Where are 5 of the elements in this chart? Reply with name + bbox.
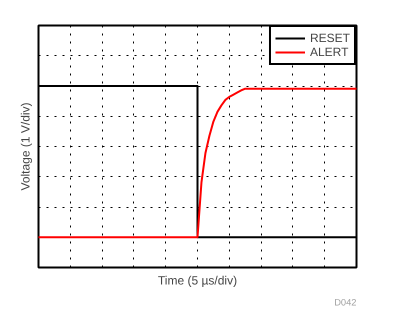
x-axis-title: Time (5 µs/div)	[158, 274, 238, 288]
text: D042	[334, 298, 357, 308]
legend-label: ALERT	[310, 45, 348, 59]
y-axis-title: Voltage (1 V/div)	[18, 102, 32, 191]
legend-label: RESET	[310, 31, 350, 45]
